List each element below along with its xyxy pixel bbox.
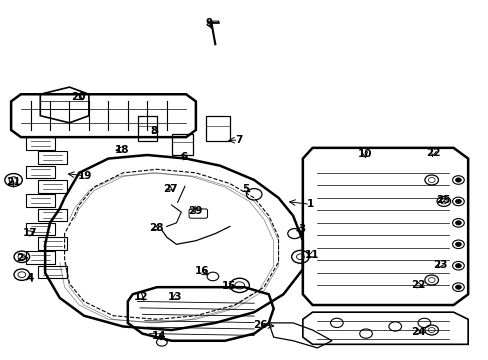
Text: 22: 22 [425, 148, 440, 158]
Text: 29: 29 [187, 206, 202, 216]
Text: 16: 16 [194, 266, 208, 276]
Text: 1: 1 [306, 199, 313, 209]
Text: 17: 17 [23, 228, 38, 238]
Polygon shape [207, 21, 219, 23]
Text: 15: 15 [221, 282, 236, 292]
Text: 9: 9 [205, 18, 212, 28]
Text: 21: 21 [6, 177, 20, 187]
Text: 19: 19 [78, 171, 92, 181]
Text: 24: 24 [410, 327, 425, 337]
Circle shape [455, 221, 460, 225]
Text: 6: 6 [180, 152, 187, 162]
Text: 18: 18 [115, 145, 129, 155]
Text: 20: 20 [71, 92, 85, 102]
Circle shape [455, 285, 460, 289]
Text: 26: 26 [252, 320, 267, 330]
Text: 12: 12 [133, 292, 148, 302]
Circle shape [455, 242, 460, 247]
Text: 27: 27 [163, 184, 178, 194]
Text: 4: 4 [27, 273, 34, 283]
Text: 10: 10 [357, 149, 371, 159]
Circle shape [455, 178, 460, 182]
Text: 22: 22 [410, 280, 425, 291]
Text: 2: 2 [16, 253, 23, 263]
Text: 11: 11 [304, 250, 318, 260]
Circle shape [455, 264, 460, 268]
Text: 13: 13 [168, 292, 183, 302]
Text: 28: 28 [148, 223, 163, 233]
Circle shape [455, 199, 460, 203]
Text: 3: 3 [298, 224, 305, 234]
Text: 25: 25 [435, 195, 449, 204]
Text: 8: 8 [150, 126, 157, 136]
Text: 7: 7 [235, 135, 242, 145]
Text: 14: 14 [152, 332, 166, 342]
Text: 5: 5 [242, 184, 248, 194]
Text: 23: 23 [432, 260, 447, 270]
